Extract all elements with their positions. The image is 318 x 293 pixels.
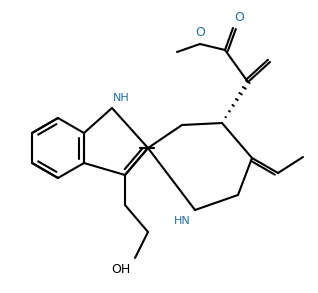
Text: NH: NH	[113, 93, 130, 103]
Text: HN: HN	[174, 216, 191, 226]
Text: O: O	[234, 11, 244, 24]
Text: OH: OH	[112, 263, 131, 276]
Text: O: O	[195, 26, 205, 39]
